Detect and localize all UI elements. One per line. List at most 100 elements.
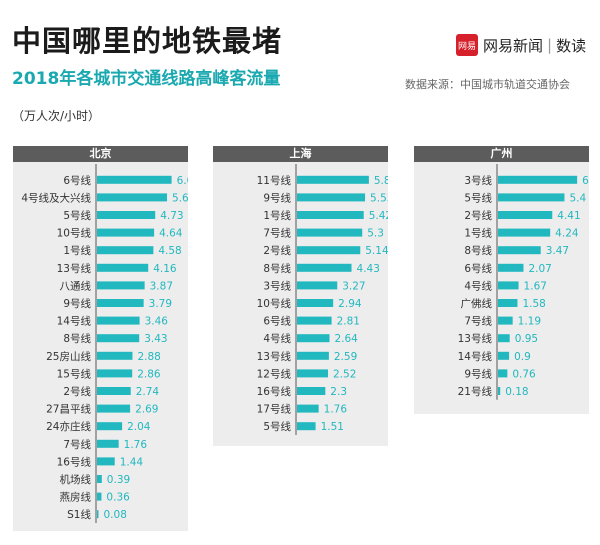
value-label: 2.86: [137, 368, 161, 380]
netease-logo-icon: 网易: [456, 34, 478, 56]
bar: [498, 351, 510, 360]
value-label: 5.69: [172, 192, 188, 204]
bar: [297, 334, 330, 343]
value-label: 5.3: [367, 228, 384, 240]
bar: [498, 299, 518, 307]
value-label: 3.87: [150, 280, 173, 292]
unit-label: （万人次/小时）: [12, 109, 101, 123]
category-label: 15号线: [57, 367, 92, 380]
category-label: 27昌平线: [46, 403, 91, 416]
bar: [97, 492, 102, 501]
category-label: 13号线: [57, 262, 92, 275]
category-label: 10号线: [57, 227, 92, 240]
value-label: 2.88: [137, 351, 160, 363]
bar: [97, 299, 144, 307]
category-label: 2号线: [63, 385, 91, 398]
bar-chart-shanghai: 11号线 5.84 9号线 5.53 1号线 5.42 7号线 5.3 2号线 5.14 8号线 4.…: [257, 164, 388, 435]
bar: [97, 228, 155, 237]
bar: [498, 246, 541, 255]
category-label: 14号线: [458, 350, 493, 363]
panel-title: 北京: [13, 146, 188, 162]
chart-subtitle: 2018年各城市交通线路高峰客流量: [12, 69, 281, 89]
value-label: 1.44: [120, 456, 144, 468]
category-label: 1号线: [464, 227, 492, 240]
bar: [297, 387, 326, 395]
panel-title: 广州: [414, 146, 589, 162]
category-label: 5号线: [263, 420, 291, 433]
value-label: 2.07: [528, 263, 551, 275]
category-label: 2号线: [263, 244, 291, 257]
bar: [297, 422, 316, 431]
value-label: 1.19: [518, 316, 541, 328]
value-label: 3.79: [149, 298, 172, 310]
bar: [498, 263, 524, 272]
bar: [97, 457, 115, 466]
value-label: 5.14: [365, 245, 388, 257]
value-label: 4.41: [557, 210, 580, 222]
value-label: 0.9: [514, 351, 531, 363]
category-label: 6号线: [63, 174, 91, 187]
category-label: 2号线: [464, 209, 492, 222]
value-label: 3.43: [144, 333, 167, 345]
bar: [97, 281, 145, 290]
value-label: 4.24: [555, 228, 579, 240]
value-label: 2.74: [136, 386, 160, 398]
category-label: 11号线: [257, 174, 292, 187]
category-label: 13号线: [257, 350, 292, 363]
value-label: 1.76: [324, 404, 348, 416]
bar: [297, 263, 352, 272]
bar: [498, 175, 578, 184]
bar: [297, 316, 332, 325]
panel-guangzhou: 广州 3号线 6.43 5号线 5.4 2号线 4.41 1号线 4.24 8号线 3.47 6号线…: [414, 146, 589, 414]
bar: [97, 387, 131, 395]
category-label: 17号线: [257, 403, 292, 416]
bar: [498, 334, 510, 343]
value-label: 1.58: [522, 298, 545, 310]
value-label: 2.81: [337, 316, 360, 328]
value-label: 0.36: [106, 492, 130, 504]
category-label: 21号线: [458, 385, 493, 398]
bar: [297, 299, 334, 307]
bar: [97, 175, 172, 184]
value-label: 5.42: [369, 210, 388, 222]
panel-beijing: 北京 6号线 6.06 4号线及大兴线 5.69 5号线 4.73 10号线 4.64 1号线 4…: [13, 146, 188, 531]
value-label: 0.76: [512, 368, 536, 380]
value-label: 5.53: [370, 192, 388, 204]
category-label: 4号线及大兴线: [21, 191, 91, 204]
value-label: 0.39: [107, 474, 130, 486]
category-label: 12号线: [257, 367, 292, 380]
value-label: 2.94: [338, 298, 362, 310]
value-label: 2.04: [127, 421, 151, 433]
value-label: 1.76: [124, 439, 148, 451]
category-label: 3号线: [464, 174, 492, 187]
value-label: 2.52: [333, 368, 356, 380]
bar: [297, 211, 364, 219]
category-label: 6号线: [263, 315, 291, 328]
category-label: 7号线: [464, 315, 492, 328]
value-label: 5.4: [569, 192, 586, 204]
category-label: 8号线: [263, 262, 291, 275]
category-label: 8号线: [464, 244, 492, 257]
bar: [97, 263, 149, 272]
category-label: S1线: [67, 508, 91, 521]
bar: [297, 228, 363, 237]
category-label: 1号线: [63, 244, 91, 257]
category-label: 10号线: [257, 297, 292, 310]
panel-title: 上海: [213, 146, 388, 162]
category-label: 机场线: [60, 473, 92, 486]
value-label: 4.73: [160, 210, 183, 222]
bar: [97, 439, 119, 448]
category-label: 5号线: [464, 191, 492, 204]
bar: [97, 351, 133, 360]
value-label: 3.46: [145, 316, 169, 328]
bar: [97, 193, 168, 202]
value-label: 0.08: [104, 509, 127, 521]
value-label: 4.64: [159, 228, 183, 240]
category-label: 25房山线: [46, 350, 91, 363]
category-label: 燕房线: [60, 491, 92, 504]
value-label: 3.27: [342, 280, 365, 292]
value-label: 3.47: [546, 245, 569, 257]
value-label: 1.67: [524, 280, 547, 292]
bar: [97, 422, 123, 431]
bar: [97, 316, 140, 325]
